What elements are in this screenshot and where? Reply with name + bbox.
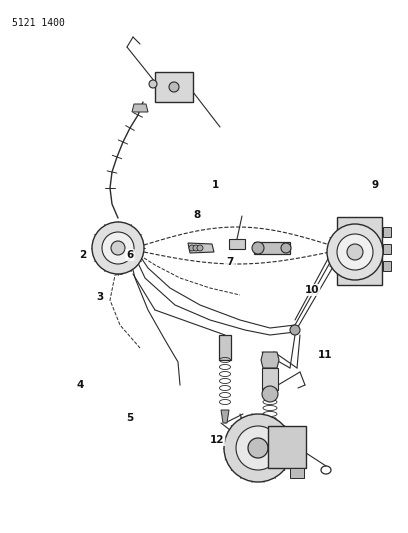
Text: 2: 2	[80, 250, 86, 260]
Text: 5: 5	[126, 413, 134, 423]
Bar	[229, 239, 245, 249]
Circle shape	[281, 243, 291, 253]
Text: 11: 11	[318, 350, 332, 360]
Polygon shape	[261, 352, 279, 368]
Circle shape	[252, 242, 264, 254]
Text: 12: 12	[210, 435, 224, 445]
Bar	[337, 217, 382, 285]
Polygon shape	[132, 104, 148, 112]
Circle shape	[189, 245, 195, 251]
Text: 3: 3	[96, 292, 104, 302]
Bar	[254, 242, 290, 254]
Circle shape	[327, 224, 383, 280]
Bar	[219, 335, 231, 360]
Circle shape	[290, 325, 300, 335]
Text: 1: 1	[211, 180, 219, 190]
Text: 5121 1400: 5121 1400	[12, 18, 65, 28]
Bar	[383, 261, 391, 271]
Circle shape	[169, 82, 179, 92]
Circle shape	[236, 426, 280, 470]
Circle shape	[92, 222, 144, 274]
Circle shape	[347, 244, 363, 260]
Bar	[262, 368, 278, 390]
Bar	[383, 227, 391, 237]
Text: 10: 10	[305, 285, 319, 295]
Circle shape	[149, 80, 157, 88]
Text: 9: 9	[371, 180, 379, 190]
Circle shape	[262, 386, 278, 402]
Circle shape	[248, 438, 268, 458]
Bar	[155, 72, 193, 102]
Polygon shape	[188, 243, 214, 253]
Text: 4: 4	[76, 380, 84, 390]
Circle shape	[193, 245, 199, 251]
Bar	[268, 426, 306, 468]
Text: 6: 6	[126, 250, 134, 260]
Circle shape	[337, 234, 373, 270]
Bar	[383, 244, 391, 254]
Polygon shape	[221, 410, 229, 423]
Circle shape	[197, 245, 203, 251]
Circle shape	[111, 241, 125, 255]
Circle shape	[224, 414, 292, 482]
Bar	[290, 468, 304, 478]
Text: 7: 7	[226, 257, 234, 267]
Text: 8: 8	[193, 210, 201, 220]
Circle shape	[102, 232, 134, 264]
